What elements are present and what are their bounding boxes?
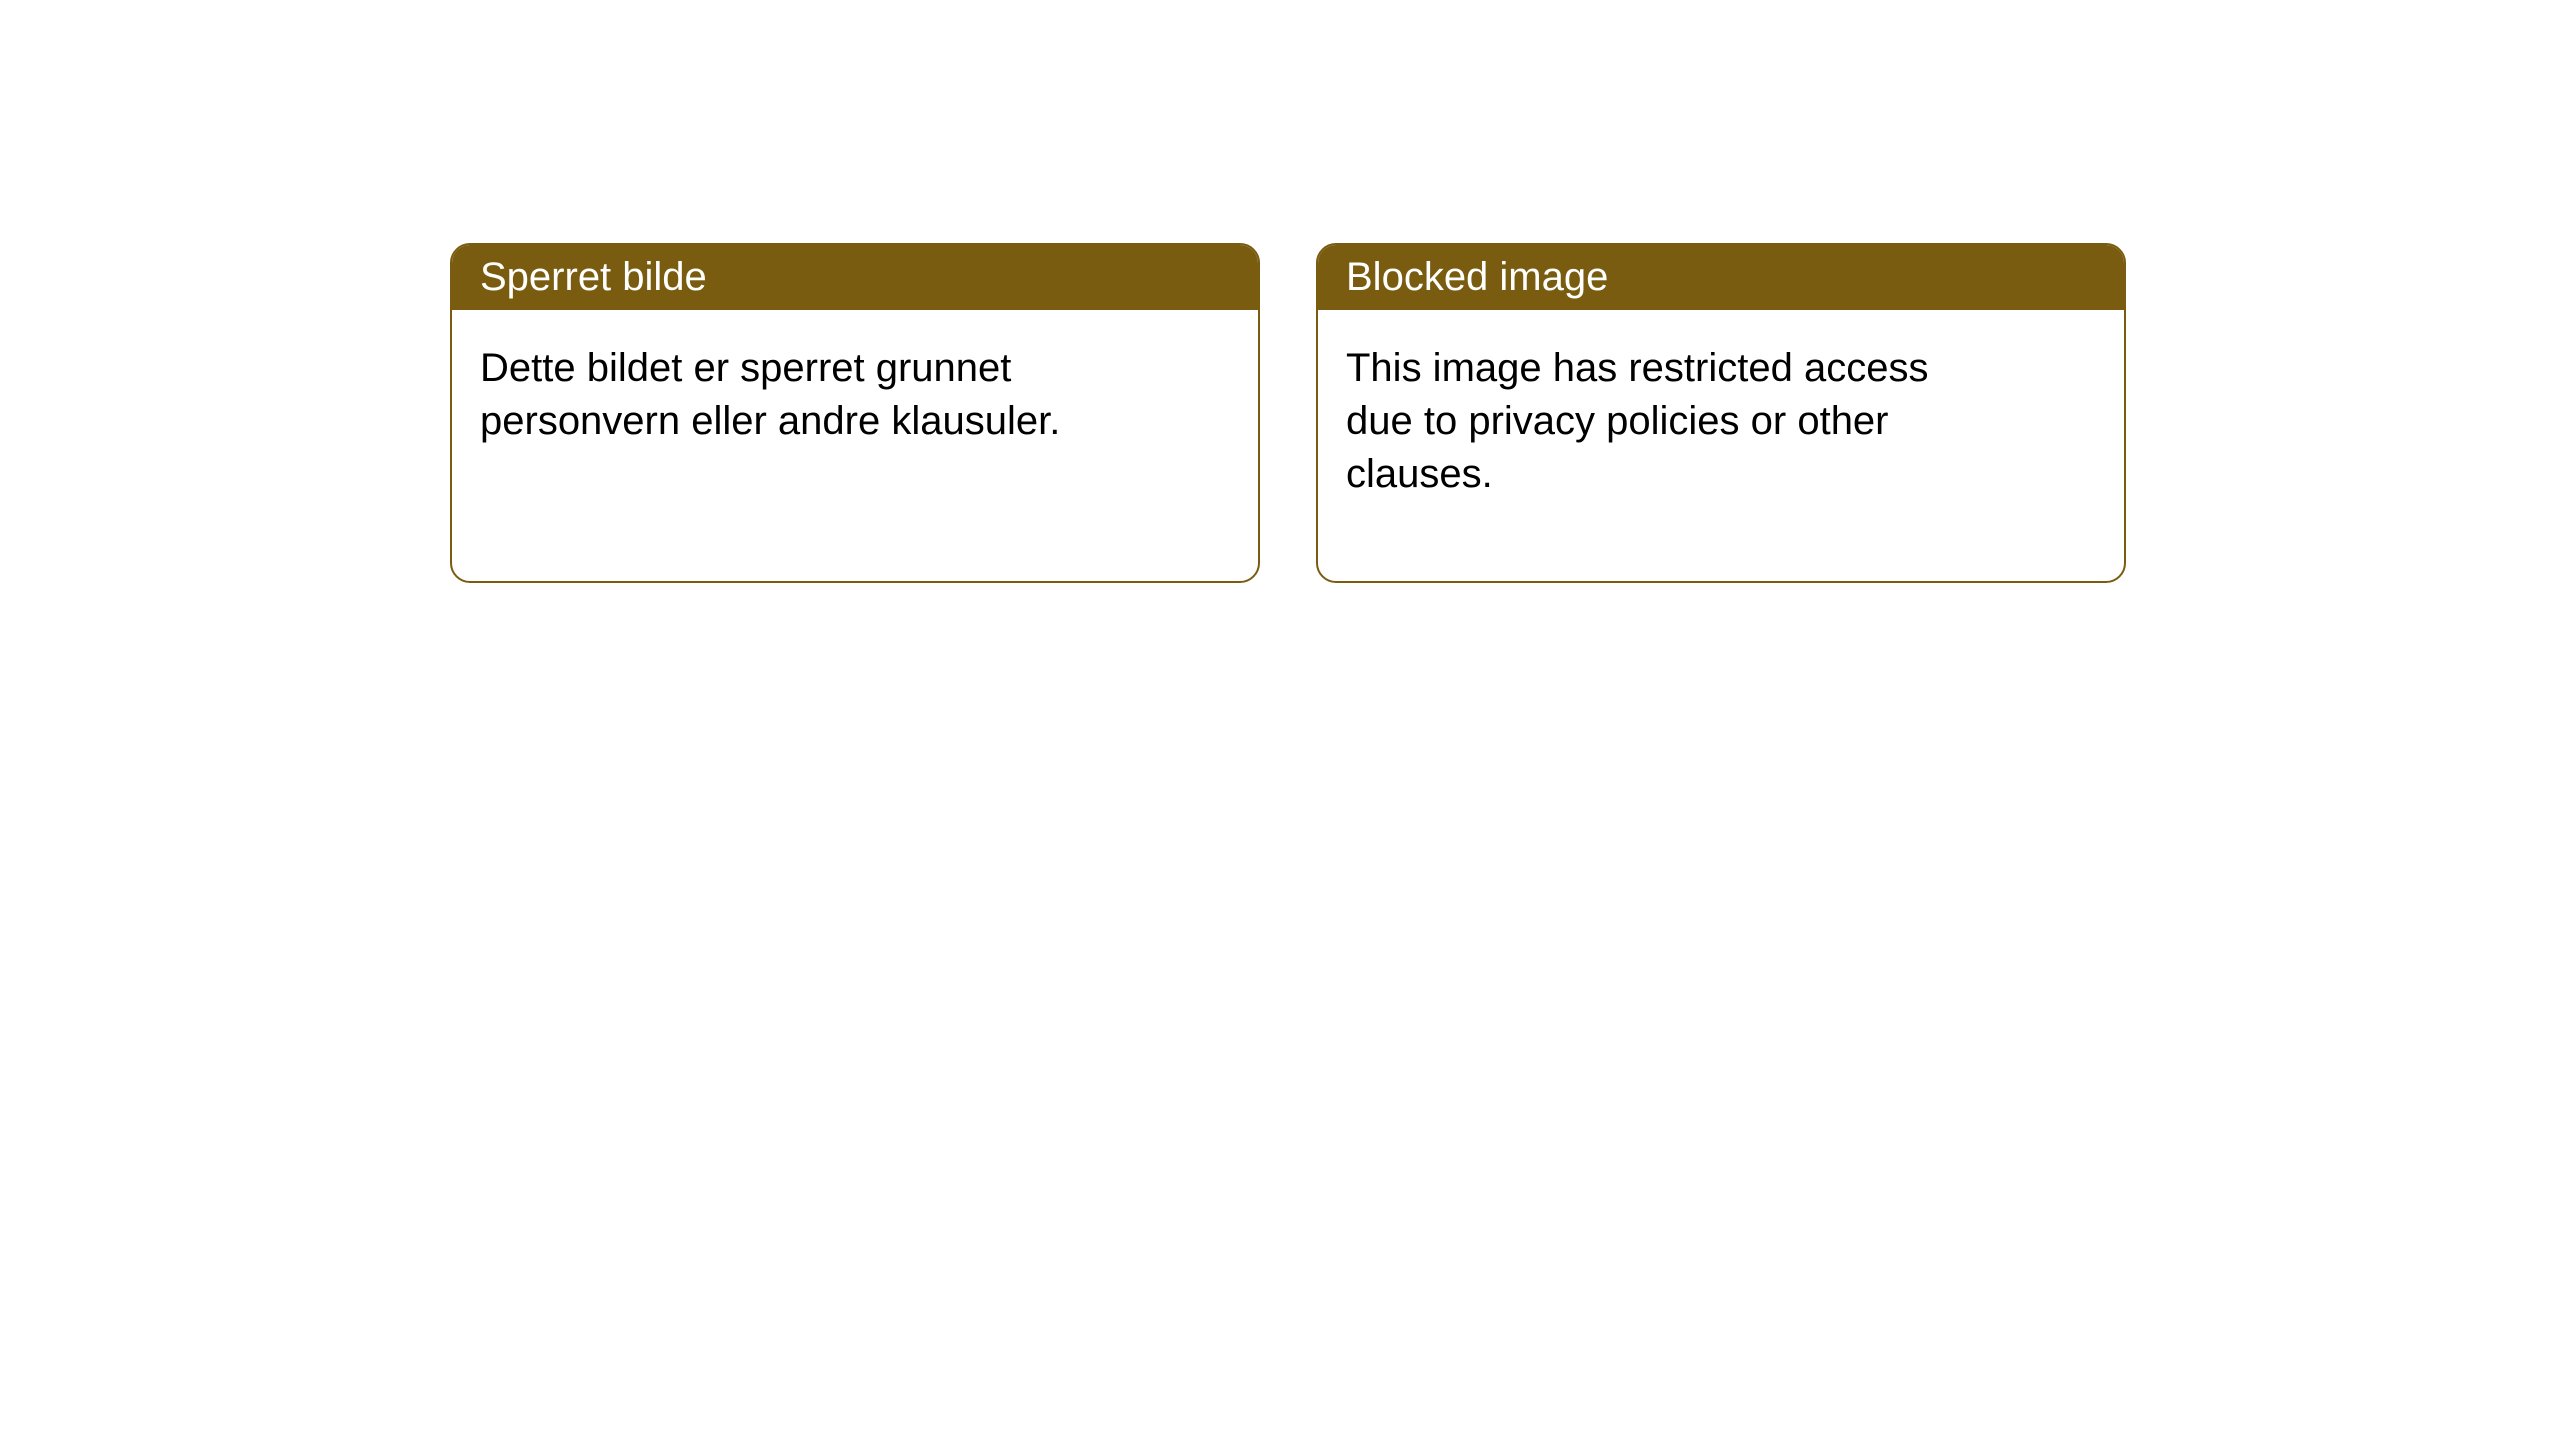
notice-container: Sperret bilde Dette bildet er sperret gr… bbox=[450, 243, 2126, 583]
notice-title: Blocked image bbox=[1346, 255, 1608, 299]
notice-body: This image has restricted access due to … bbox=[1318, 310, 2018, 532]
notice-header: Blocked image bbox=[1318, 245, 2124, 310]
notice-card-norwegian: Sperret bilde Dette bildet er sperret gr… bbox=[450, 243, 1260, 583]
notice-body-text: This image has restricted access due to … bbox=[1346, 346, 1928, 496]
notice-card-english: Blocked image This image has restricted … bbox=[1316, 243, 2126, 583]
notice-body: Dette bildet er sperret grunnet personve… bbox=[452, 310, 1152, 480]
notice-body-text: Dette bildet er sperret grunnet personve… bbox=[480, 346, 1060, 443]
notice-title: Sperret bilde bbox=[480, 255, 707, 299]
notice-header: Sperret bilde bbox=[452, 245, 1258, 310]
